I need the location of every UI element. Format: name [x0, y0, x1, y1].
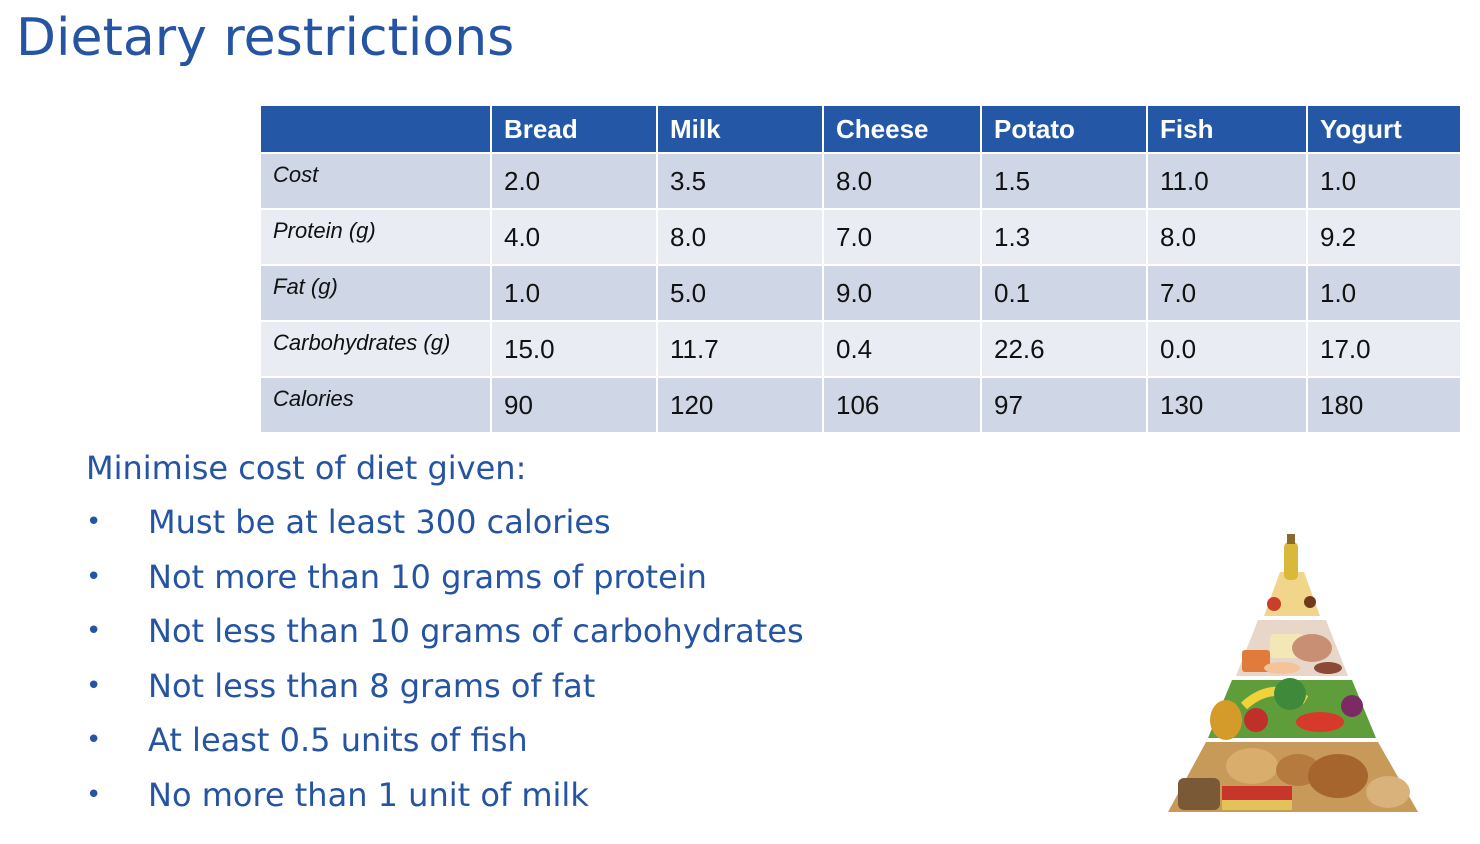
row-label: Calories — [259, 376, 492, 434]
table-row: Protein (g) 4.0 8.0 7.0 1.3 8.0 9.2 — [259, 208, 1462, 266]
bullet-icon: • — [86, 507, 102, 537]
table-cell: 7.0 — [822, 208, 982, 266]
constraint-text: At least 0.5 units of fish — [148, 721, 528, 759]
column-header: Yogurt — [1306, 104, 1462, 154]
list-item: • No more than 1 unit of milk — [86, 773, 804, 817]
bullet-icon: • — [86, 616, 102, 646]
bullet-icon: • — [86, 670, 102, 701]
table-cell: 17.0 — [1306, 320, 1462, 378]
list-item: • At least 0.5 units of fish — [86, 718, 804, 762]
table-cell: 106 — [822, 376, 982, 434]
constraint-text: Not less than 10 grams of carbohydrates — [148, 612, 804, 650]
table-cell: 0.0 — [1146, 320, 1308, 378]
slide-title: Dietary restrictions — [16, 8, 515, 68]
table-cell: 3.5 — [656, 152, 824, 210]
list-item: • Not more than 10 grams of protein — [86, 555, 804, 599]
table-cell: 22.6 — [980, 320, 1148, 378]
table-row: Calories 90 120 106 97 130 180 — [259, 376, 1462, 434]
table-cell: 90 — [490, 376, 658, 434]
table-cell: 0.1 — [980, 264, 1148, 322]
bullet-icon: • — [86, 561, 102, 592]
constraint-text: Not less than 8 grams of fat — [148, 666, 596, 705]
food-pyramid-icon — [1168, 534, 1418, 812]
table-cell: 120 — [656, 376, 824, 434]
table-cell: 8.0 — [1146, 208, 1308, 266]
constraints-intro: Minimise cost of diet given: — [86, 449, 527, 487]
table-cell: 8.0 — [656, 208, 824, 266]
list-item: • Not less than 10 grams of carbohydrates — [86, 609, 804, 653]
nutrition-table: Bread Milk Cheese Potato Fish Yogurt Cos… — [259, 104, 1462, 434]
table-cell: 9.0 — [822, 264, 982, 322]
table-cell: 15.0 — [490, 320, 658, 378]
table-cell: 11.7 — [656, 320, 824, 378]
table-cell: 130 — [1146, 376, 1308, 434]
column-header: Bread — [490, 104, 658, 154]
constraint-text: Not more than 10 grams of protein — [148, 557, 707, 596]
row-label: Cost — [259, 152, 492, 210]
column-header: Potato — [980, 104, 1148, 154]
bullet-icon: • — [86, 725, 102, 755]
table-cell: 8.0 — [822, 152, 982, 210]
row-label: Fat (g) — [259, 264, 492, 322]
constraint-text: Must be at least 300 calories — [148, 503, 611, 541]
column-header: Fish — [1146, 104, 1308, 154]
column-header: Milk — [656, 104, 824, 154]
table-cell: 2.0 — [490, 152, 658, 210]
bullet-icon: • — [86, 779, 102, 810]
table-cell: 1.3 — [980, 208, 1148, 266]
table-cell: 1.5 — [980, 152, 1148, 210]
table-row: Carbohydrates (g) 15.0 11.7 0.4 22.6 0.0… — [259, 320, 1462, 378]
table-cell: 1.0 — [1306, 264, 1462, 322]
table-cell: 5.0 — [656, 264, 824, 322]
list-item: • Not less than 8 grams of fat — [86, 664, 804, 708]
list-item: • Must be at least 300 calories — [86, 500, 804, 544]
table-cell: 0.4 — [822, 320, 982, 378]
table-cell: 180 — [1306, 376, 1462, 434]
table-row: Cost 2.0 3.5 8.0 1.5 11.0 1.0 — [259, 152, 1462, 210]
table-cell: 1.0 — [1306, 152, 1462, 210]
constraint-text: No more than 1 unit of milk — [148, 775, 589, 814]
table-cell: 97 — [980, 376, 1148, 434]
table-cell: 9.2 — [1306, 208, 1462, 266]
table-cell: 11.0 — [1146, 152, 1308, 210]
constraints-block: Minimise cost of diet given: • Must be at… — [86, 446, 804, 827]
table-row: Fat (g) 1.0 5.0 9.0 0.1 7.0 1.0 — [259, 264, 1462, 322]
row-label: Carbohydrates (g) — [259, 320, 492, 378]
table-cell: 7.0 — [1146, 264, 1308, 322]
table-cell: 4.0 — [490, 208, 658, 266]
header-corner-cell — [259, 104, 492, 154]
row-label: Protein (g) — [259, 208, 492, 266]
table-header-row: Bread Milk Cheese Potato Fish Yogurt — [259, 104, 1462, 154]
constraints-list: • Must be at least 300 calories • Not more… — [86, 500, 804, 817]
table-cell: 1.0 — [490, 264, 658, 322]
column-header: Cheese — [822, 104, 982, 154]
